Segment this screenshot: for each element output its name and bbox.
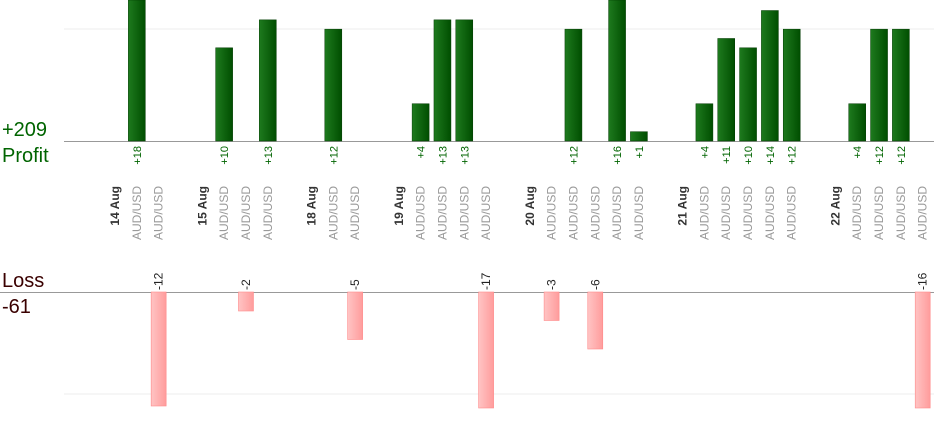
profit-bar [717,38,735,142]
profit-bar [739,47,757,142]
loss-value-label: -3 [545,279,559,290]
profit-bar [870,28,888,142]
pair-label: AUD/USD [348,186,362,240]
pair-label: AUD/USD [152,186,166,240]
loss-bar [543,291,560,321]
loss-bar [587,291,604,350]
profit-bar [630,131,648,142]
pair-label: AUD/USD [545,186,559,240]
loss-total: -61 [2,296,31,318]
profit-value-label: +4 [416,146,428,159]
pair-label: AUD/USD [894,186,908,240]
profit-value-label: +12 [787,146,799,165]
pair-label: AUD/USD [326,186,340,240]
pair-label: AUD/USD [632,186,646,240]
profit-value-label: +10 [743,146,755,165]
profit-bar [761,10,779,142]
profit-value-label: +13 [263,146,275,165]
profit-bar [433,19,452,142]
profit-bar [892,28,910,142]
pair-label: AUD/USD [130,186,144,240]
pair-label: AUD/USD [457,186,471,240]
profit-bar [411,103,430,142]
profit-bar [848,103,866,142]
pair-label: AUD/USD [261,186,275,240]
loss-value-label: -17 [479,272,493,290]
pair-label: AUD/USD [479,186,493,240]
loss-value-label: -16 [916,272,930,290]
profit-value-label: +12 [568,146,580,165]
pair-label: AUD/USD [872,186,886,240]
pair-label: AUD/USD [763,186,777,240]
profit-value-label: +16 [612,146,624,165]
loss-bar [150,291,167,407]
date-label: 14 Aug [108,186,122,226]
pair-label: AUD/USD [566,186,580,240]
profit-value-label: +1 [634,146,646,159]
pair-label: AUD/USD [850,186,864,240]
loss-bar [238,291,254,312]
profit-value-label: +4 [699,146,711,159]
loss-value-label: -12 [152,272,166,290]
profit-bar [259,19,277,142]
date-label: 20 Aug [523,186,537,226]
profit-bar [215,47,233,142]
profit-value-label: +12 [328,146,340,165]
profit-value-label: +11 [721,146,733,164]
pair-label: AUD/USD [719,186,733,240]
profit-bar [782,28,801,142]
profit-value-label: +13 [459,146,471,165]
profit-value-label: +18 [132,146,144,165]
pair-label: AUD/USD [588,186,602,240]
profit-bar [128,0,146,142]
loss-bar [914,291,931,409]
date-label: 18 Aug [304,186,318,226]
profit-value-label: +13 [437,146,449,165]
profit-value-label: +12 [874,146,886,165]
pair-label: AUD/USD [217,186,231,240]
profit-value-label: +14 [765,146,777,165]
profit-value-label: +10 [219,146,231,165]
profit-bar [608,0,626,142]
pair-label: AUD/USD [741,186,755,240]
loss-value-label: -2 [239,279,253,290]
loss-label: Loss [2,270,45,292]
profit-value-label: +4 [852,146,864,159]
pair-label: AUD/USD [414,186,428,240]
profit-label: Profit [2,145,49,167]
pair-label: AUD/USD [916,186,930,240]
date-label: 15 Aug [195,186,209,226]
profit-total: +209 [2,119,48,141]
profit-bar [324,28,343,142]
date-label: 22 Aug [828,186,842,226]
loss-bar [478,291,494,409]
loss-value-label: -5 [348,279,362,290]
profit-bar [455,19,474,142]
date-label: 19 Aug [392,186,406,226]
loss-bar [347,291,363,340]
date-label: 21 Aug [676,186,690,226]
pair-label: AUD/USD [610,186,624,240]
pair-label: AUD/USD [785,186,799,240]
pair-label: AUD/USD [435,186,449,240]
pair-label: AUD/USD [697,186,711,240]
profit-bar [695,103,714,142]
profit-value-label: +12 [896,146,908,165]
profit-bar [564,28,583,142]
pair-label: AUD/USD [239,186,253,240]
loss-value-label: -6 [588,279,602,290]
